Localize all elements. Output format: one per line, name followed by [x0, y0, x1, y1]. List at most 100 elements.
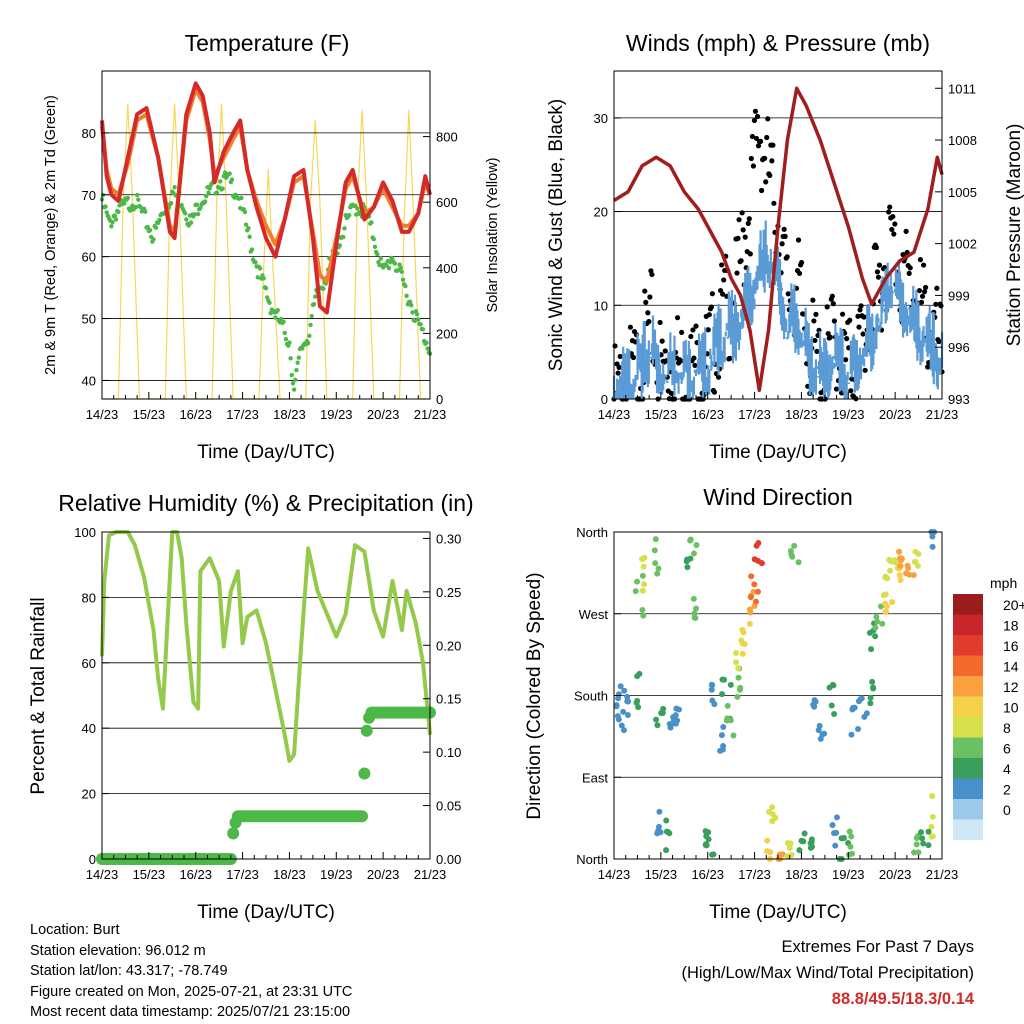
gust-point [708, 304, 714, 310]
gust-point [933, 301, 939, 307]
direction-point [719, 691, 726, 698]
y-tick-label: 80 [82, 590, 96, 605]
solar-ylabel: Solar Insolation (Yellow) [485, 157, 501, 312]
direction-point [624, 711, 631, 718]
direction-point [651, 547, 658, 554]
gust-point [781, 226, 787, 232]
direction-point [929, 813, 936, 820]
dewpoint-point [112, 213, 118, 218]
direction-point [911, 558, 918, 565]
direction-point [708, 686, 715, 693]
direction-point [904, 562, 911, 569]
y-tick-label: 10 [594, 298, 608, 313]
x-tick-label: 14/23 [598, 407, 631, 422]
gust-point [668, 390, 675, 396]
gust-point [759, 187, 765, 194]
direction-title: Wind Direction [703, 484, 853, 510]
dewpoint-point [289, 372, 294, 378]
direction-point [826, 684, 833, 691]
direction-point [684, 556, 691, 563]
y-tick-label: 100 [74, 525, 96, 540]
direction-point [702, 842, 709, 849]
direction-point [711, 701, 718, 708]
x-tick-label: 21/23 [926, 407, 959, 422]
dewpoint-point [378, 256, 383, 261]
x-tick-label: 21/23 [926, 867, 959, 882]
gust-point [735, 235, 741, 241]
extremes-title: Extremes For Past 7 Days [781, 938, 974, 956]
dewpoint-point [369, 220, 374, 225]
dewpoint-point [414, 312, 420, 317]
dewpoint-point [179, 202, 184, 208]
dewpoint-point [412, 318, 417, 324]
dewpoint-point [307, 333, 312, 339]
gust-point [627, 324, 634, 330]
gust-point [646, 318, 652, 325]
direction-point [746, 620, 753, 627]
y-tick-label: 20 [594, 205, 608, 220]
direction-point [882, 609, 889, 616]
direction-point [925, 828, 932, 835]
dewpoint-point [311, 301, 317, 307]
legend-swatch [953, 594, 983, 615]
direction-point [891, 557, 898, 564]
dewpoint-point [222, 170, 228, 175]
x-tick-label: 15/23 [645, 407, 678, 422]
direction-point [929, 793, 936, 800]
precip-series [96, 706, 436, 865]
direction-point [621, 687, 628, 694]
legend-label: 4 [1003, 761, 1011, 777]
gust-point [860, 331, 866, 337]
gust-point [858, 303, 864, 309]
gust-point [742, 234, 748, 240]
gust-point [734, 270, 740, 276]
dewpoint-point [386, 265, 392, 271]
direction-point [798, 837, 805, 844]
legend-title: mph [990, 575, 1017, 591]
humidity-y-axis: 0 20 40 60 80 100 [74, 525, 109, 867]
created-text: Figure created on Mon, 2025-07-21, at 23… [30, 983, 353, 1000]
dewpoint-point [255, 275, 260, 280]
pressure-line [613, 86, 944, 393]
y-tick-label: 0.10 [436, 745, 461, 760]
y-tick-label: 40 [82, 721, 96, 736]
y-tick-label: 1002 [948, 237, 977, 252]
legend-label: 20+ [1003, 597, 1024, 613]
pressure-series [613, 86, 944, 393]
direction-point [868, 646, 875, 653]
dewpoint-point [192, 212, 197, 217]
legend-swatch [953, 696, 983, 717]
x-tick-label: 19/23 [320, 867, 353, 882]
direction-point [816, 722, 823, 729]
direction-point [625, 698, 632, 705]
dewpoint-point [294, 367, 299, 373]
gust-point [795, 237, 802, 243]
y-tick-label: 0 [601, 392, 608, 407]
precip-point [358, 767, 371, 780]
y-tick-label: 60 [82, 250, 96, 265]
temperature-title: Temperature (F) [185, 30, 350, 56]
x-tick-label: 19/23 [832, 867, 865, 882]
y-tick-label: 200 [436, 326, 458, 341]
legend-label: 12 [1003, 679, 1019, 695]
direction-point [848, 833, 855, 840]
dewpoint-point [281, 319, 286, 325]
direction-point [654, 570, 661, 577]
direction-point [640, 612, 647, 619]
dewpoint-point [342, 226, 347, 231]
gust-point [886, 209, 892, 215]
gust-point [873, 244, 880, 251]
x-tick-label: 20/23 [367, 867, 400, 882]
elevation-text: Station elevation: 96.012 m [30, 942, 206, 959]
legend-label: 14 [1003, 659, 1019, 675]
dewpoint-point [300, 346, 305, 351]
direction-point [718, 732, 725, 739]
direction-point [654, 830, 661, 837]
dewpoint-point [404, 293, 409, 299]
y-tick-label: 0.20 [436, 638, 461, 653]
direction-point [915, 849, 922, 856]
direction-point [867, 694, 874, 701]
direction-point [929, 533, 936, 540]
direction-point [735, 674, 742, 681]
dewpoint-point [147, 227, 153, 233]
